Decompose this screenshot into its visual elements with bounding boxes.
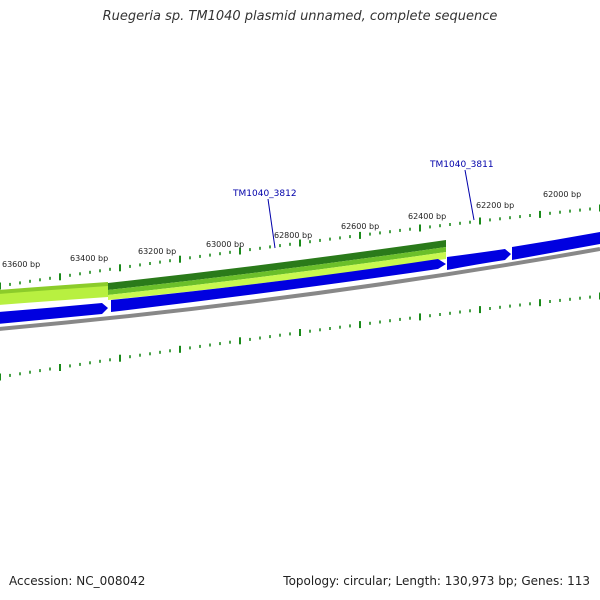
- inner-tick-ring: [0, 292, 600, 381]
- topology-summary: Topology: circular; Length: 130,973 bp; …: [283, 574, 590, 588]
- gene-leader-3811: [464, 169, 475, 221]
- tick-label-63000: 63000 bp: [206, 240, 244, 249]
- accession-footer: Accession: NC_008042: [9, 574, 145, 588]
- map-title: Ruegeria sp. TM1040 plasmid unnamed, com…: [102, 9, 498, 24]
- accession-value: NC_008042: [76, 574, 146, 588]
- outer-tick-ring: [0, 204, 600, 290]
- cds-arrow-tm1040-3812: [111, 259, 446, 312]
- feature-band-light-left-top: [0, 282, 108, 294]
- gene-label-tm1040-3812: TM1040_3812: [232, 189, 297, 199]
- tick-label-62000: 62000 bp: [543, 190, 581, 199]
- feature-band-light-main: [108, 252, 446, 300]
- tick-label-63400: 63400 bp: [70, 254, 108, 263]
- tick-label-62600: 62600 bp: [341, 222, 379, 231]
- tick-label-63600: 63600 bp: [2, 260, 40, 269]
- backbone-ring: [0, 247, 600, 331]
- feature-band-dark-main: [108, 240, 446, 290]
- feature-band-light-left: [0, 285, 108, 305]
- tick-label-62400: 62400 bp: [408, 212, 446, 221]
- gene-label-tm1040-3811: TM1040_3811: [429, 160, 494, 170]
- tick-label-62200: 62200 bp: [476, 201, 514, 210]
- cds-arrow-right: [512, 232, 600, 260]
- accession-label: Accession:: [9, 574, 73, 588]
- cds-arrow-tm1040-3811: [447, 249, 511, 270]
- gene-leader-3812: [267, 198, 276, 249]
- cds-arrow-left: [0, 303, 108, 324]
- feature-band-mid-main: [108, 247, 446, 295]
- tick-label-63200: 63200 bp: [138, 247, 176, 256]
- tick-label-62800: 62800 bp: [274, 231, 312, 240]
